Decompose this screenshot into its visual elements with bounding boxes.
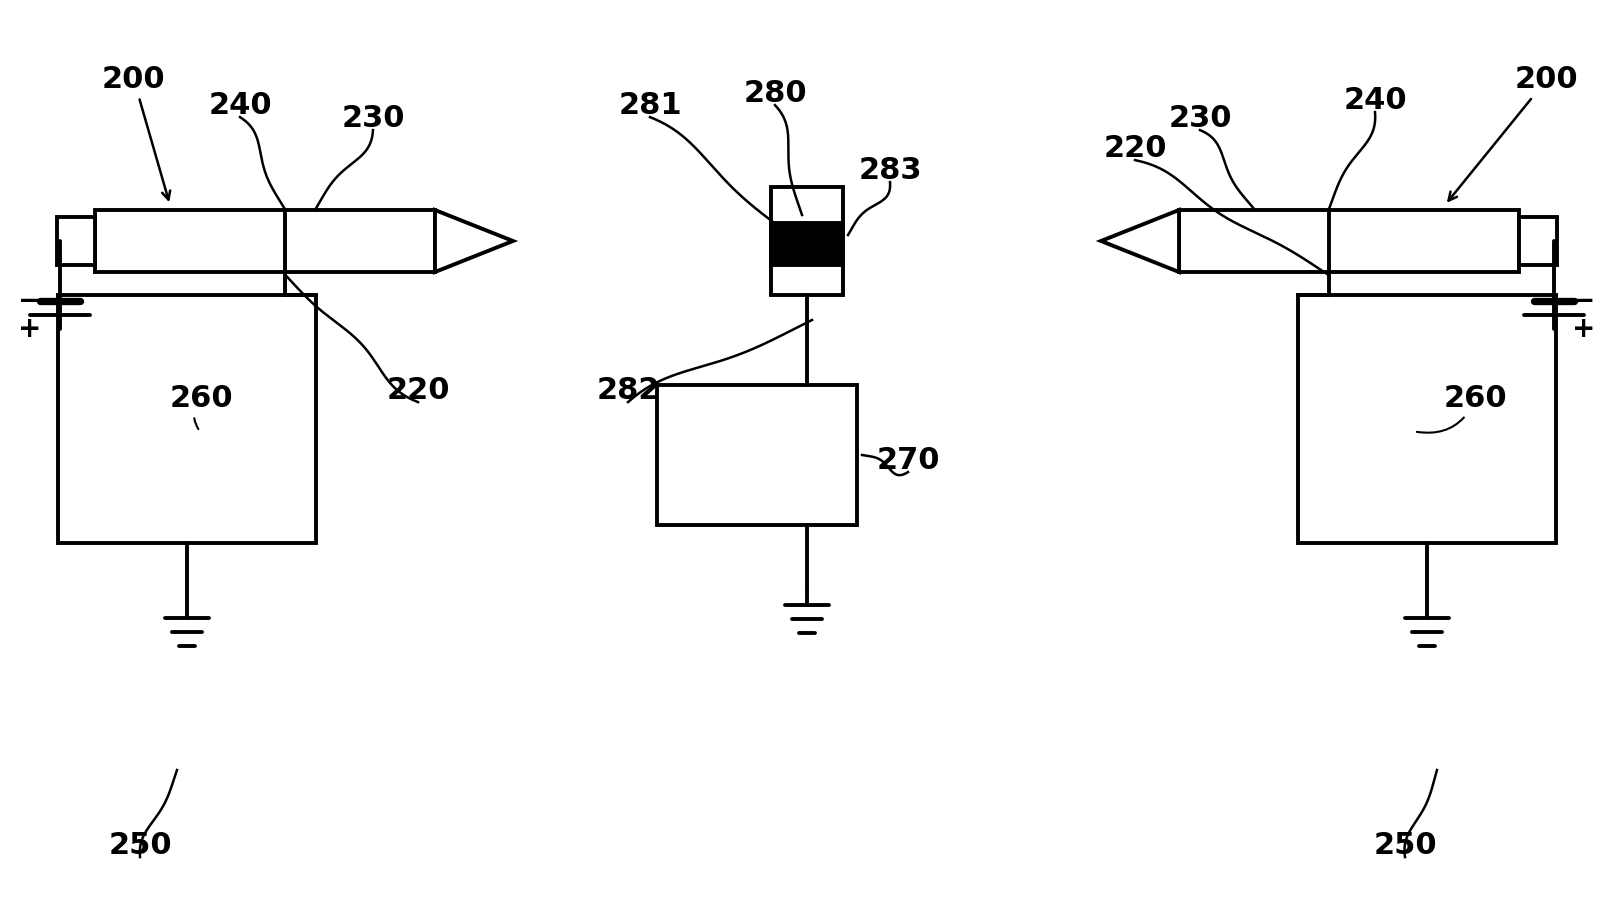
Text: 230: 230	[341, 103, 405, 132]
Polygon shape	[1101, 210, 1178, 272]
Text: +: +	[18, 315, 42, 343]
Text: 260: 260	[169, 383, 234, 429]
Bar	[657, 385, 857, 525]
Text: 250: 250	[1374, 831, 1436, 859]
Text: 250: 250	[108, 831, 171, 859]
Bar	[1298, 295, 1556, 543]
Text: 270: 270	[876, 446, 939, 475]
Text: 240: 240	[208, 90, 271, 120]
Text: −: −	[1572, 287, 1596, 315]
Bar	[58, 295, 316, 543]
Text: −: −	[18, 287, 42, 315]
Text: 220: 220	[1104, 133, 1167, 163]
Bar	[1178, 210, 1519, 272]
Text: 240: 240	[1343, 86, 1407, 114]
Text: 230: 230	[1169, 103, 1231, 132]
Text: 200: 200	[1448, 65, 1578, 201]
Text: 281: 281	[618, 90, 681, 120]
Bar	[56, 217, 95, 265]
Polygon shape	[436, 210, 513, 272]
Bar	[95, 210, 436, 272]
Bar	[771, 223, 843, 265]
Bar	[771, 187, 843, 295]
Text: 280: 280	[742, 79, 807, 108]
Bar	[1519, 217, 1558, 265]
Text: 200: 200	[102, 65, 169, 200]
Text: +: +	[1572, 315, 1596, 343]
Text: 260: 260	[1417, 383, 1507, 433]
Text: 283: 283	[859, 155, 922, 184]
Text: 220: 220	[386, 375, 450, 404]
Text: 282: 282	[596, 375, 660, 404]
